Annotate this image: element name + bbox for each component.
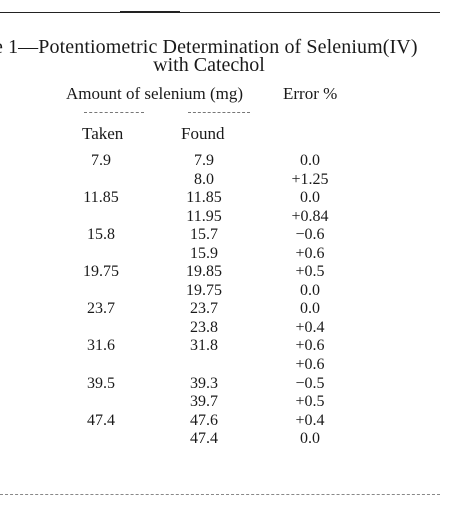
cell-error: +0.5 [295, 263, 325, 281]
cell-found: 39.7 [190, 393, 218, 411]
table-row: 39.5 39.3 −0.5 [0, 375, 474, 394]
table-row: 7.9 7.9 0.0 [0, 152, 474, 171]
cell-found: 39.3 [190, 374, 218, 392]
cell-error: +0.5 [295, 393, 325, 411]
top-rule-mark [120, 11, 180, 13]
cell-taken: 31.6 [87, 337, 115, 355]
table-title-continued: with Catechol [153, 54, 265, 76]
header-rule-taken [84, 112, 144, 113]
table-row: 23.8 +0.4 [0, 319, 474, 338]
table-title: e 1—Potentiometric Determination of Sele… [0, 36, 418, 58]
table-row: 19.75 0.0 [0, 282, 474, 301]
cell-taken: 23.7 [87, 300, 115, 318]
cell-error: −0.5 [295, 374, 325, 392]
cell-error: +0.6 [295, 244, 325, 262]
cell-taken: 7.9 [91, 152, 111, 169]
table-row: 15.8 15.7 −0.6 [0, 226, 474, 245]
cell-found: 11.95 [186, 207, 222, 225]
cell-found: 11.85 [186, 189, 222, 207]
cell-taken: 19.75 [83, 263, 119, 281]
cell-error: +0.6 [295, 337, 325, 355]
cell-found: 15.7 [190, 226, 218, 244]
cell-error: 0.0 [300, 300, 320, 318]
cell-error: +0.6 [295, 356, 325, 374]
cell-error: +0.84 [291, 207, 329, 225]
cell-error: 0.0 [300, 189, 320, 207]
table-row: 11.85 11.85 0.0 [0, 189, 474, 208]
table-row: 8.0 +1.25 [0, 171, 474, 190]
table-row: 47.4 47.6 +0.4 [0, 412, 474, 431]
top-rule [0, 12, 440, 13]
cell-error: +0.4 [295, 411, 325, 429]
cell-found: 19.75 [186, 281, 222, 299]
cell-error: +1.25 [291, 170, 329, 188]
table-row: 19.75 19.85 +0.5 [0, 263, 474, 282]
table-row: 39.7 +0.5 [0, 393, 474, 412]
column-header-error: Error % [283, 84, 338, 103]
bottom-rule [0, 494, 440, 495]
cell-found: 19.85 [186, 263, 222, 281]
cell-found: 23.7 [190, 300, 218, 318]
column-header-amount: Amount of selenium (mg) [66, 84, 244, 103]
cell-taken: 39.5 [87, 374, 115, 392]
cell-taken: 11.85 [83, 189, 119, 207]
cell-error: −0.6 [295, 226, 325, 244]
cell-error: 0.0 [300, 152, 320, 169]
table-body: 7.9 7.9 0.0 8.0 +1.25 11.85 11.85 0.0 11.95 +0.84… [0, 152, 474, 449]
table-row: +0.6 [0, 356, 474, 375]
cell-found: 15.9 [190, 244, 218, 262]
cell-found: 47.6 [190, 411, 218, 429]
subheader-found: Found [181, 124, 225, 143]
table-row: 23.7 23.7 0.0 [0, 300, 474, 319]
table-row: 11.95 +0.84 [0, 208, 474, 227]
cell-found: 23.8 [190, 318, 218, 336]
cell-error: 0.0 [300, 281, 320, 299]
header-rule-found [188, 112, 250, 113]
cell-found: 8.0 [194, 170, 214, 188]
cell-found: 7.9 [194, 152, 214, 169]
cell-taken: 15.8 [87, 226, 115, 244]
table-row: 31.6 31.8 +0.6 [0, 337, 474, 356]
subheader-taken: Taken [82, 124, 124, 143]
table-row: 15.9 +0.6 [0, 245, 474, 264]
cell-error: +0.4 [295, 318, 325, 336]
cell-error: 0.0 [300, 430, 320, 448]
cell-found: 31.8 [190, 337, 218, 355]
cell-found: 47.4 [190, 430, 218, 448]
table-row: 47.4 0.0 [0, 430, 474, 449]
cell-taken: 47.4 [87, 411, 115, 429]
